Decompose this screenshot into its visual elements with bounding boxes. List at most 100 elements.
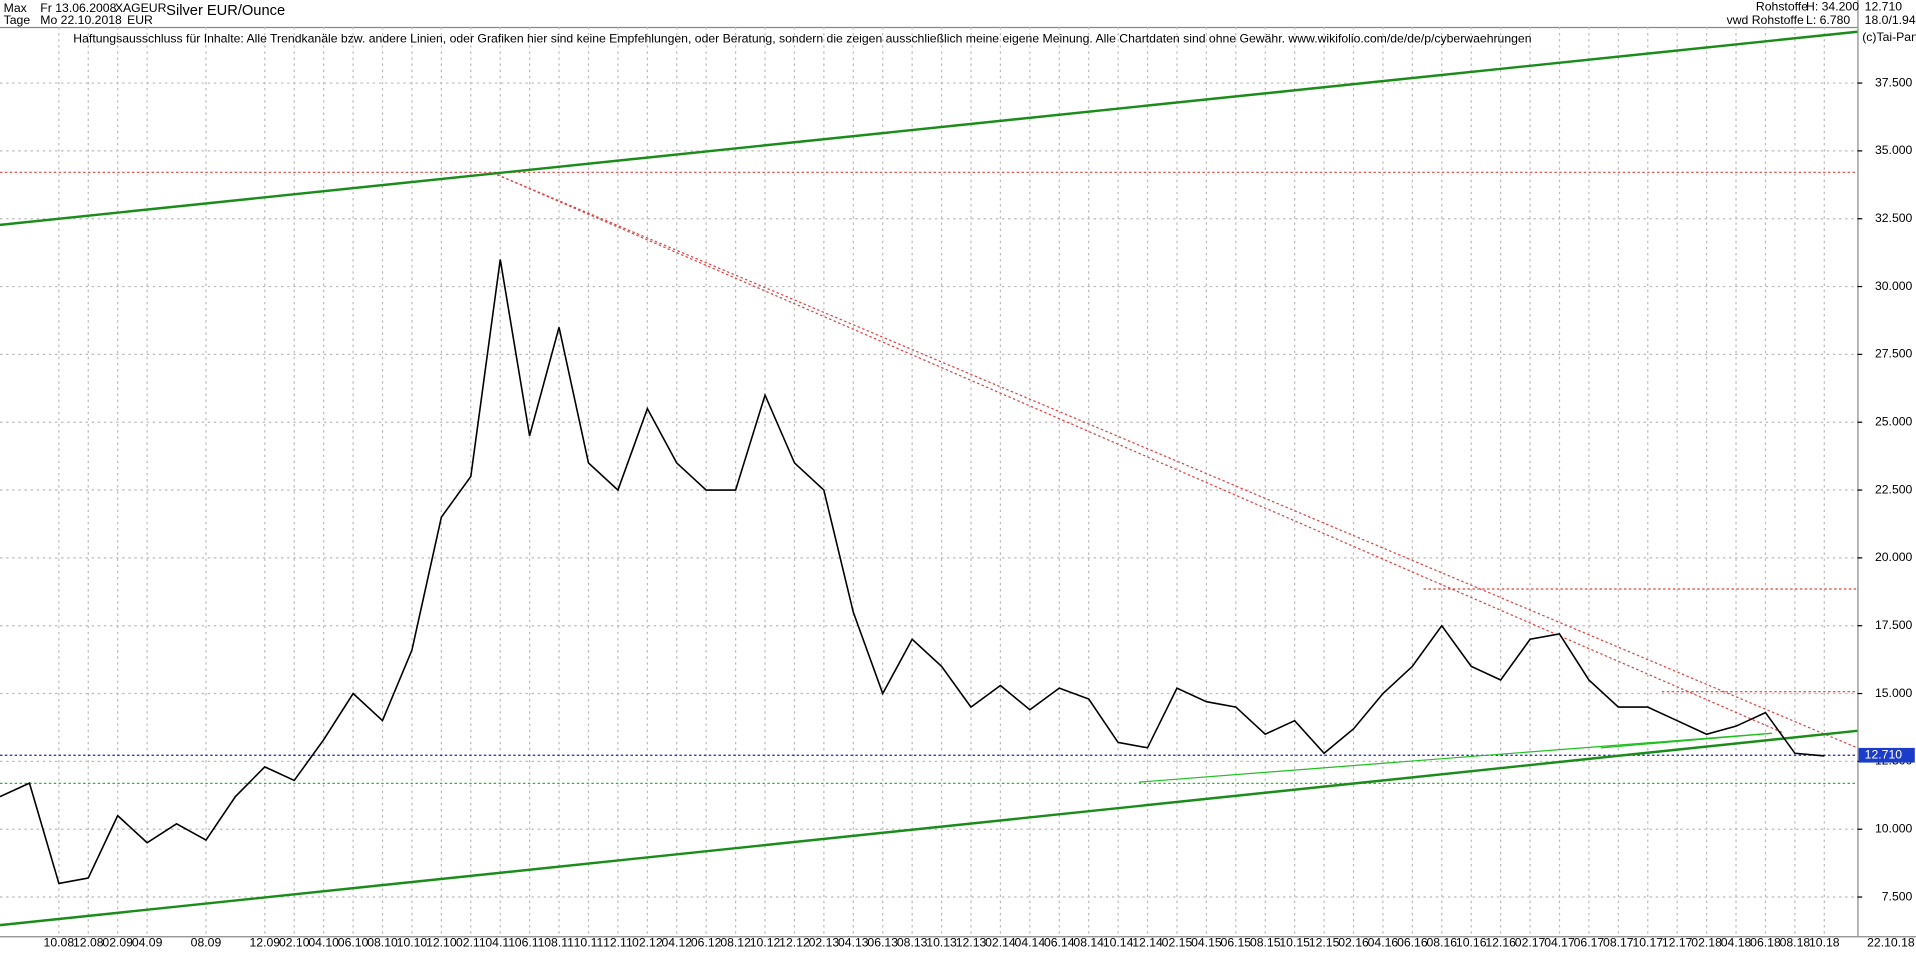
x-tick-label: 12.11	[603, 936, 633, 950]
x-tick-label: 04.11	[485, 936, 515, 950]
channel-upper	[0, 30, 1858, 227]
x-tick-label: 06.10	[338, 936, 369, 950]
x-tick-label: 02.12	[632, 936, 663, 950]
x-tick-label: 08.14	[1073, 936, 1104, 950]
y-tick-label: 37.500	[1875, 75, 1913, 89]
x-tick-label: 10.14	[1103, 936, 1134, 950]
last-price-label: 12.710	[1865, 747, 1903, 761]
y-tick-label: 22.500	[1875, 482, 1913, 496]
trend-line	[1138, 732, 1772, 783]
x-tick-label: 12.13	[956, 936, 987, 950]
x-tick-label: 04.13	[838, 936, 869, 950]
x-tick-label: 06.16	[1397, 936, 1428, 950]
x-tick-label: 04.14	[1015, 936, 1046, 950]
trendlines	[0, 30, 1858, 927]
low: L: 6.780	[1806, 13, 1850, 27]
y-tick-label: 35.000	[1875, 143, 1913, 157]
x-tick-label: 10.10	[397, 936, 428, 950]
from-date: Fr 13.06.2008	[40, 1, 116, 15]
y-tick-label: 25.000	[1875, 414, 1913, 428]
channel-lower	[0, 729, 1858, 927]
last-price-box	[1858, 747, 1915, 763]
group: Rohstoffe	[1756, 0, 1808, 14]
x-tick-label: 06.14	[1044, 936, 1075, 950]
y-tick-label: 17.500	[1875, 618, 1913, 632]
x-tick-label: 10.12	[750, 936, 781, 950]
y-tick-label: 30.000	[1875, 279, 1913, 293]
source: vwd Rohstoffe	[1727, 13, 1804, 27]
x-tick-label: 06.13	[867, 936, 898, 950]
interval: Tage	[4, 13, 31, 27]
end-date: 22.10.18	[1867, 936, 1915, 950]
x-tick-label: 12.14	[1132, 936, 1163, 950]
x-tick-label: 04.12	[661, 936, 692, 950]
x-tick-label: 08.15	[1250, 936, 1281, 950]
x-tick-label: 02.17	[1515, 936, 1546, 950]
x-tick-label: 08.09	[191, 936, 222, 950]
x-tick-label: 12.15	[1309, 936, 1340, 950]
x-tick-label: 04.09	[132, 936, 163, 950]
change: 18.0/1.940	[1865, 13, 1916, 27]
trend-line	[497, 174, 1785, 734]
y-tick-label: 20.000	[1875, 550, 1913, 564]
x-tick-label: 10.13	[926, 936, 957, 950]
x-tick-label: 08.10	[367, 936, 398, 950]
x-tick-label: 10.18	[1809, 936, 1840, 950]
x-tick-label: 10.16	[1456, 936, 1487, 950]
x-tick-label: 04.10	[308, 936, 339, 950]
y-tick-label: 7.500	[1882, 889, 1913, 903]
x-tick-label: 08.11	[544, 936, 574, 950]
trend-line	[1600, 732, 1772, 749]
x-tick-label: 02.14	[985, 936, 1016, 950]
x-tick-label: 10.17	[1632, 936, 1663, 950]
x-tick-label: 08.13	[897, 936, 928, 950]
x-tick-label: 10.15	[1279, 936, 1310, 950]
x-tick-label: 04.16	[1368, 936, 1399, 950]
x-tick-label: 10.08	[44, 936, 75, 950]
price-line	[0, 259, 1825, 885]
grid	[0, 26, 1863, 937]
x-tick-label: 02.15	[1162, 936, 1193, 950]
plot: 7.50010.00012.50015.00017.50020.00022.50…	[0, 75, 1913, 950]
x-tick-label: 02.18	[1691, 936, 1722, 950]
x-tick-label: 12.16	[1485, 936, 1516, 950]
x-tick-label: 12.08	[73, 936, 104, 950]
x-tick-label: 12.10	[426, 936, 457, 950]
high: H: 34.200	[1806, 0, 1859, 14]
y-tick-label: 10.000	[1875, 821, 1913, 835]
x-tick-label: 02.13	[809, 936, 840, 950]
y-tick-label: 32.500	[1875, 211, 1913, 225]
x-tick-label: 12.09	[250, 936, 281, 950]
x-tick-label: 08.18	[1780, 936, 1811, 950]
x-tick-label: 08.16	[1427, 936, 1458, 950]
x-tick-label: 04.17	[1544, 936, 1575, 950]
x-tick-label: 06.15	[1221, 936, 1252, 950]
x-tick-label: 04.15	[1191, 936, 1222, 950]
x-tick-label: 08.12	[720, 936, 751, 950]
x-tick-label: 12.12	[779, 936, 810, 950]
copyright: (c)Tai-Pan	[1862, 30, 1916, 44]
x-tick-label: 06.17	[1574, 936, 1605, 950]
x-tick-label: 12.17	[1662, 936, 1693, 950]
x-tick-label: 02.16	[1338, 936, 1369, 950]
x-tick-label: 10.11	[574, 936, 604, 950]
x-tick-label: 02.09	[102, 936, 133, 950]
currency: EUR	[127, 13, 153, 27]
y-tick-label: 27.500	[1875, 347, 1913, 361]
last: 12.710	[1865, 0, 1903, 14]
symbol: XAGEUR	[115, 1, 167, 15]
x-tick-label: 06.18	[1750, 936, 1781, 950]
disclaimer: Haftungsausschluss für Inhalte: Alle Tre…	[73, 31, 1531, 45]
trend-line	[497, 174, 1858, 749]
x-tick-label: 02.10	[279, 936, 310, 950]
x-tick-label: 04.18	[1721, 936, 1752, 950]
range: Max	[4, 1, 27, 15]
y-tick-label: 15.000	[1875, 686, 1913, 700]
x-tick-label: 06.12	[691, 936, 722, 950]
x-tick-label: 06.11	[515, 936, 545, 950]
to-date: Mo 22.10.2018	[40, 13, 122, 27]
x-tick-label: 08.17	[1603, 936, 1634, 950]
x-tick-label: 02.11	[456, 936, 486, 950]
